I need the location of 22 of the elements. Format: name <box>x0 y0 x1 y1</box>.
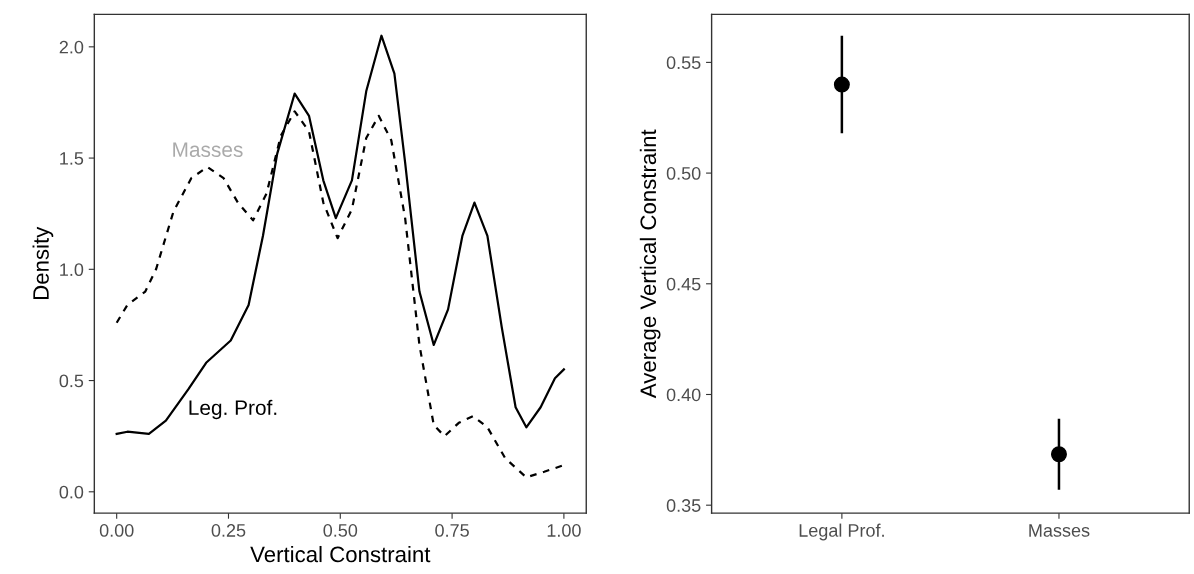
y-tick-label: 2.0 <box>59 40 84 54</box>
y-tick-label: 0.5 <box>59 374 84 388</box>
x-tick-label: 0.75 <box>435 524 469 537</box>
y-tick-label: 1.0 <box>60 263 84 277</box>
y-tick-label: 1.5 <box>60 152 84 165</box>
y-tick-label: 0.0 <box>59 485 84 499</box>
y-tick-label: 0.45 <box>666 277 701 291</box>
x-axis-title: Vertical Constraint <box>250 545 431 563</box>
x-tick-label: 0.25 <box>211 524 246 537</box>
x-tick-label: 0.50 <box>323 524 358 537</box>
x-tick-label: 0.00 <box>99 524 134 537</box>
y-tick-label: 0.55 <box>666 56 701 70</box>
y-tick-label: 0.40 <box>666 388 701 402</box>
y-tick-label: 0.50 <box>666 167 701 180</box>
y-axis-title: Average Vertical Constraint <box>639 129 661 399</box>
series-label: Leg. Prof. <box>189 399 277 420</box>
series-label: Masses <box>173 142 243 157</box>
x-tick-label: 1.00 <box>547 524 581 537</box>
y-tick-label: 0.35 <box>666 499 701 512</box>
y-axis-title: Density <box>32 226 54 299</box>
x-tick-label: Legal Prof. <box>799 523 884 541</box>
x-tick-label: Masses <box>1029 524 1090 537</box>
